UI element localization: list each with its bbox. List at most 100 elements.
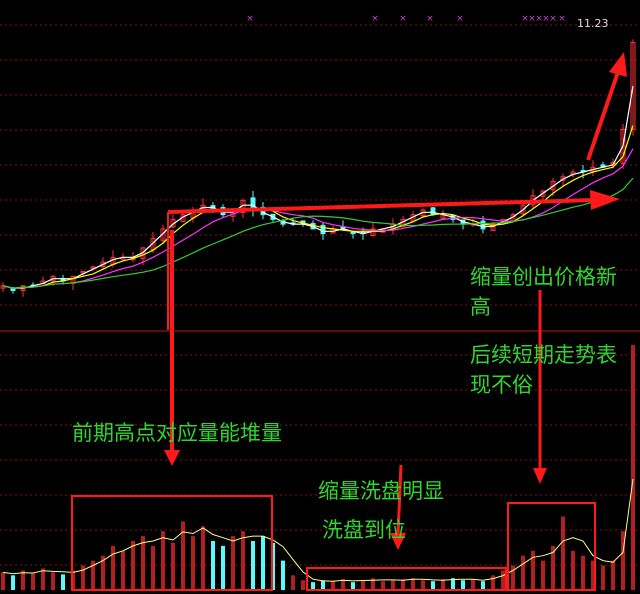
volume-bar xyxy=(551,545,555,590)
annotation-wash-obvious: 缩量洗盘明显 xyxy=(318,479,444,503)
volume-bar xyxy=(181,521,185,590)
volume-bar xyxy=(451,578,455,590)
volume-bar xyxy=(41,568,45,590)
volume-bar xyxy=(571,550,575,590)
volume-bar xyxy=(411,578,415,590)
candle-body xyxy=(320,224,326,235)
trend-arrow-head xyxy=(590,190,620,210)
volume-bar xyxy=(31,573,35,590)
down-arrow-head xyxy=(533,468,547,484)
highlight-box xyxy=(306,567,507,591)
volume-bar xyxy=(371,578,375,590)
signal-marker: × xyxy=(535,14,543,24)
highlight-box xyxy=(71,495,273,591)
candle-body xyxy=(550,180,556,191)
candle-body xyxy=(90,266,96,269)
candle-body xyxy=(350,231,356,235)
volume-bar xyxy=(611,560,615,590)
volume-bar xyxy=(381,581,385,590)
signal-marker: × xyxy=(399,14,407,24)
down-arrow-head xyxy=(390,533,406,550)
volume-bar xyxy=(481,581,485,590)
signal-marker: × xyxy=(246,14,254,24)
volume-bar xyxy=(291,575,295,590)
volume-bar xyxy=(471,579,475,590)
volume-bar xyxy=(311,582,315,590)
volume-bar xyxy=(501,570,505,590)
signal-marker: × xyxy=(528,14,536,24)
volume-bar xyxy=(401,579,405,590)
trend-arrow-line xyxy=(167,198,596,214)
annotation-text: 缩量创出价格新 xyxy=(470,265,617,289)
volume-bar xyxy=(431,581,435,590)
signal-marker: × xyxy=(542,14,550,24)
annotation-text: 后续短期走势表 xyxy=(470,343,617,367)
signal-marker: × xyxy=(426,14,434,24)
volume-bar xyxy=(461,580,465,590)
volume-bar xyxy=(11,575,15,590)
volume-bar xyxy=(1,572,5,590)
volume-bar xyxy=(261,536,265,590)
up-arrow-head xyxy=(609,52,627,77)
volume-bar xyxy=(61,574,65,590)
candle-body xyxy=(0,285,6,289)
highlight-box xyxy=(507,502,596,591)
volume-bar xyxy=(151,545,155,590)
volume-bar xyxy=(541,560,545,590)
volume-bar xyxy=(421,580,425,590)
volume-bar xyxy=(111,545,115,590)
candle-body xyxy=(520,204,526,215)
volume-bar xyxy=(241,531,245,590)
volume-bar xyxy=(221,545,225,590)
candle-body xyxy=(100,261,106,267)
volume-bar xyxy=(161,531,165,590)
volume-bar xyxy=(251,541,255,590)
volume-bar xyxy=(171,542,175,590)
annotation-text: 高 xyxy=(470,295,491,319)
volume-bar xyxy=(21,570,25,590)
signal-marker: × xyxy=(549,14,557,24)
volume-bar xyxy=(391,580,395,590)
candle-body xyxy=(620,128,626,164)
volume-bar xyxy=(351,582,355,590)
volume-bar xyxy=(341,579,345,590)
volume-bar xyxy=(191,536,195,590)
candle-body xyxy=(630,42,636,130)
signal-marker: × xyxy=(558,14,566,24)
down-arrow-head xyxy=(164,450,180,466)
candle-body xyxy=(80,271,86,274)
volume-bar xyxy=(201,526,205,590)
volume-bar xyxy=(581,555,585,590)
volume-bar xyxy=(141,536,145,590)
volume-bar xyxy=(81,565,85,590)
volume-bar xyxy=(281,560,285,590)
volume-bar xyxy=(531,550,535,590)
volume-bar xyxy=(491,575,495,590)
annotation-prior-high: 前期高点对应量能堆量 xyxy=(72,421,282,445)
volume-bar xyxy=(621,531,625,590)
volume-bar xyxy=(91,560,95,590)
annotation-wash-done: 洗盘到位 xyxy=(322,518,406,542)
volume-bar xyxy=(631,345,635,590)
volume-bar xyxy=(51,572,55,590)
volume-bar xyxy=(101,555,105,590)
volume-bar xyxy=(561,516,565,590)
annotation-new-high: 缩量创出价格新 高 xyxy=(470,262,617,322)
volume-bar xyxy=(131,541,135,590)
annotation-follow-up: 后续短期走势表 现不俗 xyxy=(470,340,617,400)
last-price-label: 11.23 xyxy=(577,17,609,30)
candle-body xyxy=(540,190,546,197)
volume-bar xyxy=(331,581,335,590)
candle-body xyxy=(430,207,436,216)
volume-average xyxy=(2,478,634,582)
volume-bar xyxy=(121,550,125,590)
down-arrow-line xyxy=(396,464,403,536)
moving-average-5 xyxy=(2,85,634,289)
volume-bar xyxy=(521,555,525,590)
volume-bar xyxy=(321,580,325,590)
volume-bar xyxy=(441,579,445,590)
volume-bar xyxy=(211,541,215,590)
signal-marker: × xyxy=(521,14,529,24)
